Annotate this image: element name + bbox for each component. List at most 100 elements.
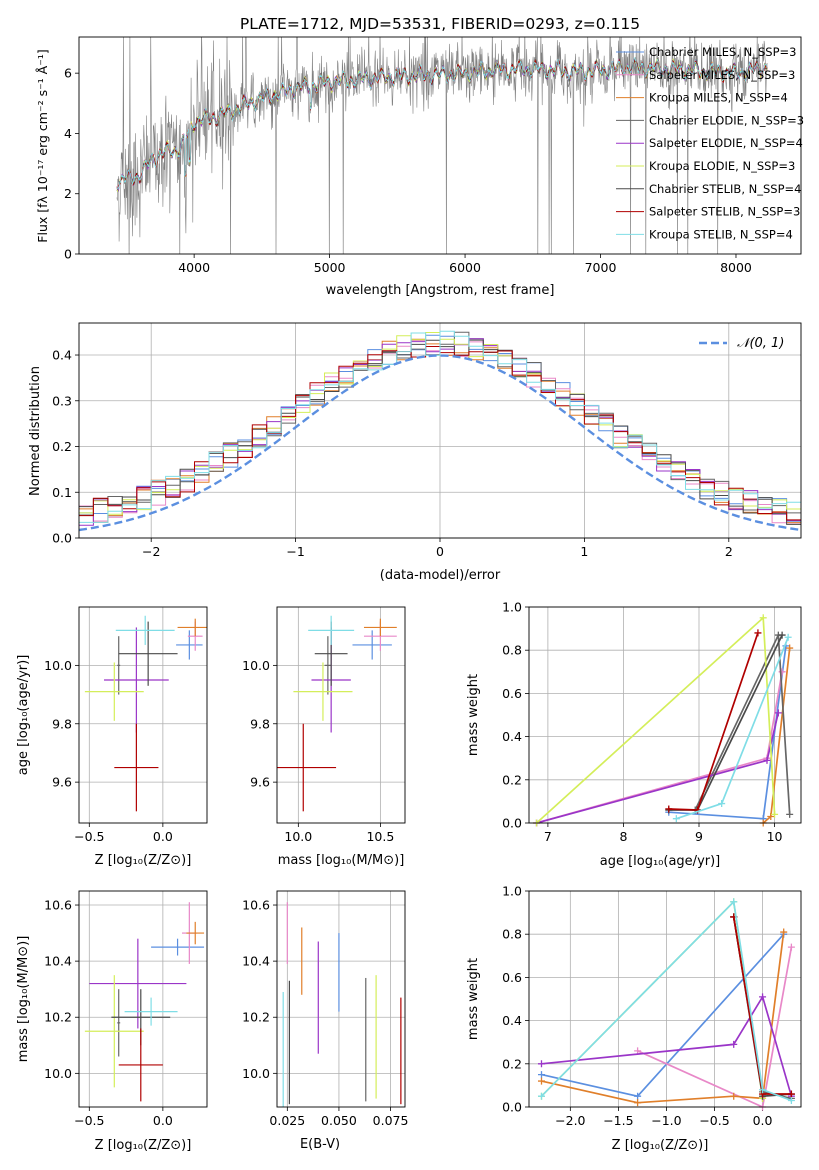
x-tick-label: −2.0 [555, 1113, 585, 1128]
y-tick-label: 10.6 [44, 898, 72, 913]
y-tick-label: 0.4 [502, 729, 522, 744]
spectrum-ylabel: Flux [fλ 10⁻¹⁷ erg cm⁻² s⁻¹ Å⁻¹] [35, 49, 50, 242]
weight-point-marker [774, 709, 782, 717]
weight-point-marker [718, 800, 726, 808]
y-tick-label: 1.0 [502, 884, 522, 899]
weight-point-marker [730, 1092, 738, 1100]
y-tick-label: 10.0 [44, 658, 72, 673]
y-tick-label: 0.2 [502, 1056, 522, 1071]
y-tick-label: 0.4 [52, 348, 72, 363]
legend-label: Chabrier ELODIE, N_SSP=3 [649, 113, 804, 127]
model-spectrum-line [116, 57, 768, 190]
weight-series-line [541, 994, 793, 1097]
residuals-xlabel: (data-model)/error [380, 568, 501, 583]
legend-label: Kroupa MILES, N_SSP=4 [649, 91, 788, 105]
weight-point-marker [787, 1090, 795, 1098]
x-tick-label: −0.5 [699, 1113, 729, 1128]
y-tick-label: 10.6 [242, 898, 270, 913]
axes-frame [276, 890, 406, 1108]
x-tick-label: 5000 [314, 260, 346, 275]
weight-point-marker [786, 810, 794, 818]
age-weight-panel: 7 8 9 10 0.0 0.2 0.4 0.6 0.8 1.0 [502, 600, 802, 844]
x-tick-label: 10.5 [366, 829, 394, 844]
ebv-mass-panel: 0.025 0.050 0.075 10.0 10.2 10.4 10.6 [242, 890, 408, 1128]
y-tick-label: 10.2 [242, 1010, 270, 1025]
x-tick-label: −1.5 [603, 1113, 633, 1128]
y-tick-label: 0.1 [52, 485, 72, 500]
mass-age-panel: 10.0 10.5 9.6 9.8 10.0 [242, 606, 406, 844]
weight-point-marker [537, 1092, 545, 1100]
y-tick-label: 0.3 [52, 393, 72, 408]
axes-frame [78, 606, 208, 824]
y-tick-label: 10.4 [242, 954, 270, 969]
x-tick-label: 0 [436, 544, 444, 559]
x-tick-label: 1 [580, 544, 588, 559]
x-tick-label: 0.025 [269, 1113, 305, 1128]
weight-point-marker [537, 1071, 545, 1079]
weight-point-marker [634, 1099, 642, 1107]
legend-label: Kroupa ELODIE, N_SSP=3 [649, 159, 795, 173]
spectrum-panel: 4000 5000 6000 7000 8000 0 2 4 6 Chabrier MILES, … [64, 36, 804, 275]
x-tick-label: −1 [286, 544, 304, 559]
y-tick-label: 0.0 [52, 531, 72, 546]
z-mass-panel: −0.5 0.0 10.0 10.2 10.4 10.6 [44, 890, 208, 1128]
y-tick-label: 6 [64, 66, 72, 81]
y-tick-label: 0.4 [502, 1013, 522, 1028]
y-tick-label: 0.0 [502, 1100, 522, 1115]
y-tick-label: 9.8 [250, 716, 270, 731]
weight-point-marker [537, 1060, 545, 1068]
y-tick-label: 0.6 [502, 686, 522, 701]
x-tick-label: 6000 [449, 260, 481, 275]
x-tick-label: 7000 [585, 260, 617, 275]
weight-point-marker [778, 668, 786, 676]
z-weight-panel: −2.0 −1.5 −1.0 −0.5 0.0 0.0 0.2 0.4 0.6 0.8 1.0 [502, 884, 802, 1128]
legend-label: 𝒩(0, 1) [737, 336, 784, 351]
ebv-mass-xlabel: E(B-V) [300, 1137, 340, 1152]
axes-frame [528, 890, 802, 1108]
x-tick-label: −2 [142, 544, 160, 559]
weight-point-marker [767, 813, 775, 821]
legend-label: Salpeter STELIB, N_SSP=3 [649, 205, 800, 219]
y-tick-label: 0.2 [502, 772, 522, 787]
x-tick-label: −1.0 [651, 1113, 681, 1128]
weight-point-marker [759, 614, 767, 622]
axes-frame [276, 606, 406, 824]
x-tick-label: 8 [619, 829, 627, 844]
x-tick-label: 9 [695, 829, 703, 844]
z-age-panel: −0.5 0.0 9.6 9.8 10.0 [44, 606, 208, 844]
x-tick-label: 0.0 [753, 1113, 773, 1128]
weight-point-marker [672, 815, 680, 823]
y-tick-label: 10.4 [44, 954, 72, 969]
y-tick-label: 9.8 [52, 716, 72, 731]
y-tick-label: 0.8 [502, 927, 522, 942]
x-tick-label: −0.5 [74, 1113, 104, 1128]
residuals-panel: −2 −1 0 1 2 0.0 0.1 0.2 0.3 0.4 𝒩(0, 1) [52, 322, 802, 559]
weight-point-marker [780, 928, 788, 936]
weight-point-marker [771, 810, 779, 818]
weight-point-marker [778, 631, 786, 639]
z-age-ylabel: age [log₁₀(age/yr)] [16, 655, 31, 776]
axes-frame [78, 36, 802, 255]
y-tick-label: 10.0 [242, 658, 270, 673]
y-tick-label: 9.6 [250, 775, 270, 790]
weight-point-marker [759, 993, 767, 1001]
normal-curve-line [79, 354, 801, 532]
weight-point-marker [787, 1097, 795, 1105]
x-tick-label: 7 [544, 829, 552, 844]
z-mass-xlabel: Z [log₁₀(Z/Z⊙)] [95, 1138, 192, 1153]
y-tick-label: 0 [64, 247, 72, 262]
y-tick-label: 2 [64, 186, 72, 201]
y-tick-label: 1.0 [502, 600, 522, 615]
mass-age-xlabel: mass [log₁₀(M/M⊙)] [278, 853, 405, 868]
legend-label: Chabrier STELIB, N_SSP=4 [649, 182, 801, 196]
weight-point-marker [730, 898, 738, 906]
weight-point-marker [634, 1092, 642, 1100]
z-weight-ylabel: mass weight [466, 958, 481, 1040]
x-tick-label: 2 [725, 544, 733, 559]
y-tick-label: 0.8 [502, 643, 522, 658]
x-tick-label: 10.0 [284, 829, 312, 844]
figure-title: PLATE=1712, MJD=53531, FIBERID=0293, z=0… [240, 15, 640, 33]
weight-point-marker [730, 1040, 738, 1048]
y-tick-label: 9.6 [52, 775, 72, 790]
